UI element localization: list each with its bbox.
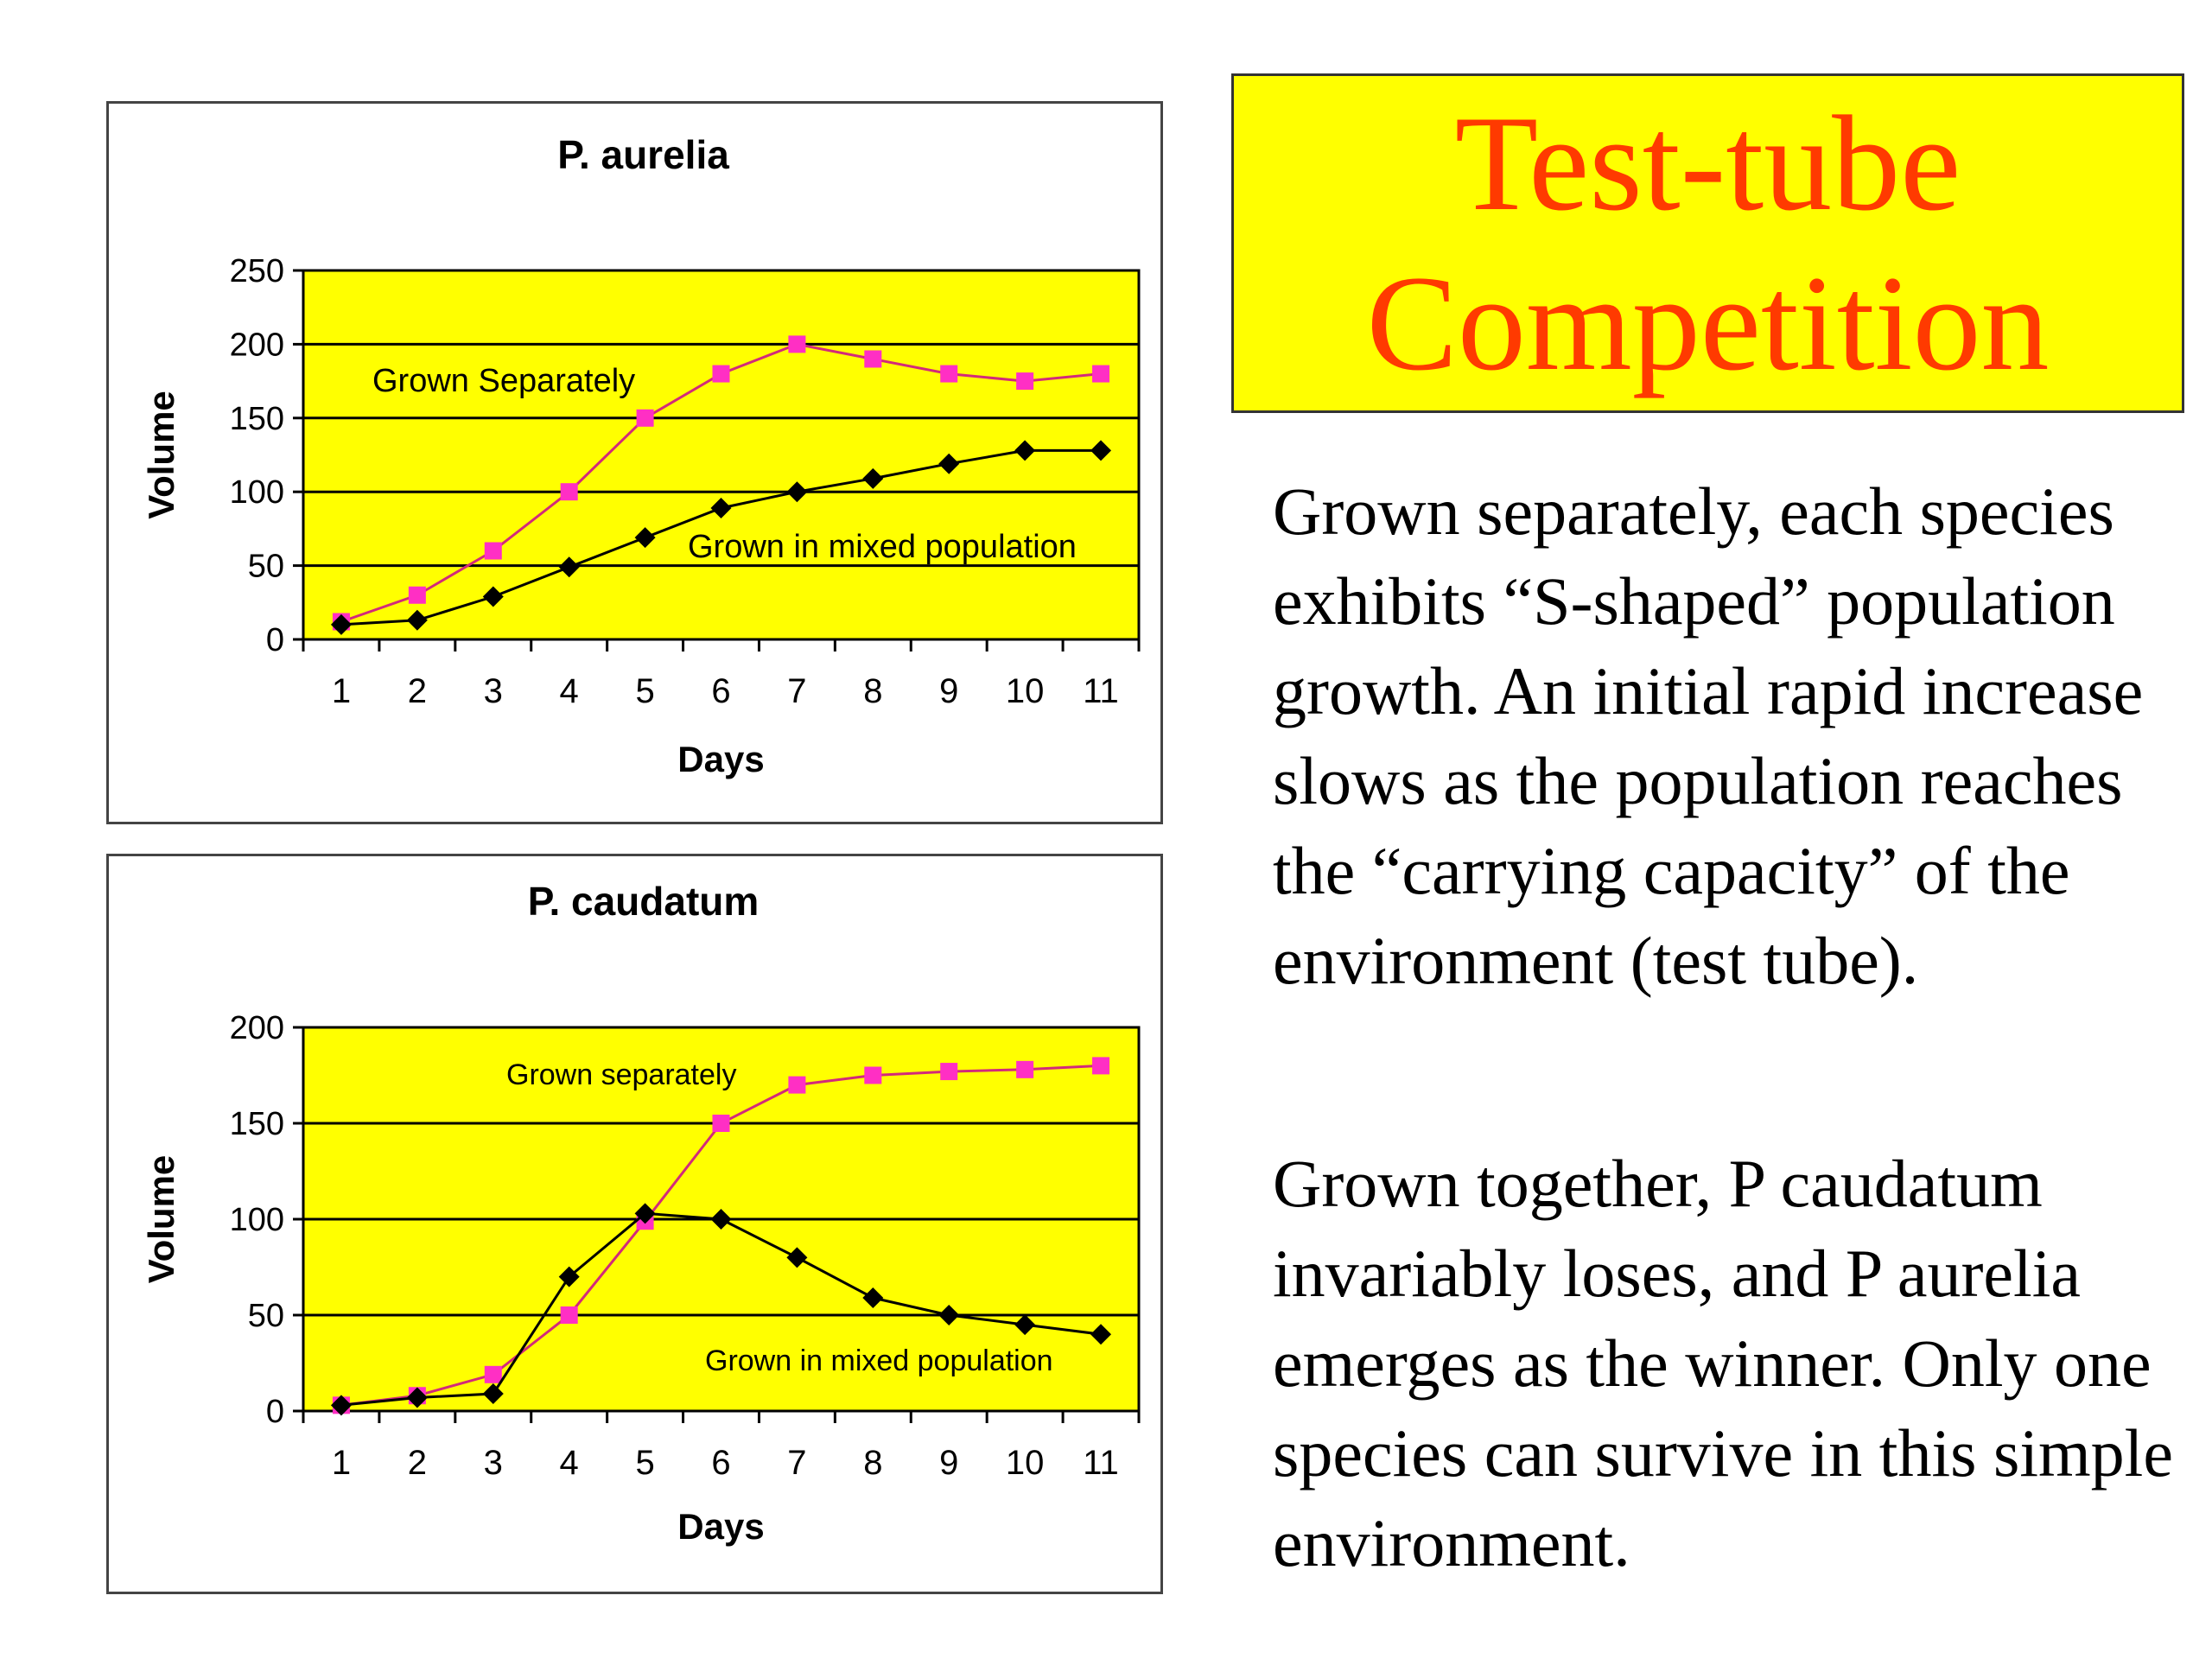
y-tick-label: 0	[266, 1394, 284, 1430]
data-point-separate	[1092, 365, 1110, 383]
data-point-separate	[940, 365, 958, 383]
data-point-separate	[484, 1365, 502, 1383]
x-axis-label: Days	[677, 1506, 764, 1547]
y-tick-label: 250	[230, 253, 284, 289]
series-label-separate: Grown Separately	[372, 363, 635, 399]
caudatum-chart: 0 50 100 150 200 1 2 3 4 5 6 7 8 9 10 11 P. caudatum Days…	[141, 879, 1141, 1547]
x-tick-label: 5	[635, 672, 654, 710]
x-tick-label: 11	[1083, 672, 1119, 710]
aurelia-chart: 0 50 100 150 200 250 1 2 3 4 5 6 7 8 9 10 11 P. aurelia Da…	[141, 132, 1141, 779]
data-point-mixed	[1090, 1324, 1112, 1345]
data-point-separate	[1016, 372, 1034, 391]
x-tick-label: 9	[939, 1444, 958, 1482]
data-point-mixed	[634, 1203, 656, 1224]
data-point-mixed	[558, 1266, 580, 1287]
y-tick-label: 50	[248, 1298, 284, 1334]
x-axis-label: Days	[677, 739, 764, 779]
data-point-separate	[560, 1306, 578, 1324]
x-tick-label: 4	[560, 1444, 579, 1482]
data-point-separate	[864, 1066, 882, 1084]
y-tick-label: 100	[230, 474, 284, 511]
x-tick-label: 7	[787, 672, 806, 710]
data-point-mixed	[938, 1305, 960, 1325]
series-label-mixed: Grown in mixed population	[705, 1344, 1053, 1377]
y-tick-label: 50	[248, 549, 284, 585]
data-point-separate	[788, 335, 806, 353]
slide-title-line-2: Competition	[1366, 247, 2050, 399]
y-tick-label: 150	[230, 401, 284, 437]
x-tick-label: 4	[560, 672, 579, 710]
data-point-separate	[636, 409, 654, 427]
chart-title: P. aurelia	[557, 132, 729, 177]
slide-title: Test-tube Competition	[1367, 84, 2050, 404]
data-point-mixed	[482, 1383, 504, 1405]
x-tick-label: 3	[484, 672, 503, 710]
x-tick-label: 6	[711, 672, 730, 710]
series-label-mixed: Grown in mixed population	[688, 529, 1077, 565]
slide-title-line-1: Test-tube	[1454, 87, 1961, 239]
data-point-mixed	[330, 1395, 352, 1416]
x-tick-label: 1	[332, 672, 351, 710]
data-point-separate	[864, 350, 882, 368]
plot-area	[302, 269, 1141, 641]
paragraph-competition: Grown together, P caudatum invariably lo…	[1273, 1146, 2173, 1580]
y-axis-label: Volume	[141, 391, 181, 519]
y-tick-label: 150	[230, 1106, 284, 1142]
data-point-mixed	[330, 613, 352, 635]
chart-panel-aurelia: 0 50 100 150 200 250 1 2 3 4 5 6 7 8 9 10 11 P. aurelia Da…	[106, 101, 1163, 824]
data-point-mixed	[406, 609, 428, 631]
data-point-separate	[712, 1115, 730, 1132]
data-point-mixed	[710, 1209, 732, 1230]
data-point-separate	[1016, 1060, 1034, 1078]
chart-panel-caudatum: 0 50 100 150 200 1 2 3 4 5 6 7 8 9 10 11 P. caudatum Days…	[106, 854, 1163, 1594]
x-tick-label: 10	[1006, 1444, 1045, 1482]
y-axis-label: Volume	[141, 1155, 181, 1284]
x-tick-label: 11	[1083, 1444, 1119, 1482]
x-tick-label: 3	[484, 1444, 503, 1482]
data-point-mixed	[1014, 1314, 1036, 1336]
data-point-separate	[712, 365, 730, 383]
y-tick-label: 200	[230, 327, 284, 363]
x-tick-label: 6	[711, 1444, 730, 1482]
data-point-separate	[408, 586, 426, 604]
x-tick-label: 2	[408, 672, 427, 710]
y-tick-label: 200	[230, 1010, 284, 1046]
x-tick-label: 1	[332, 1444, 351, 1482]
data-point-separate	[560, 483, 578, 501]
y-tick-label: 0	[266, 622, 284, 658]
data-point-mixed	[482, 586, 504, 607]
x-tick-label: 10	[1006, 672, 1045, 710]
data-point-mixed	[406, 1387, 428, 1408]
data-point-mixed	[710, 497, 732, 518]
data-point-mixed	[558, 556, 580, 578]
x-tick-label: 8	[863, 672, 882, 710]
data-point-separate	[1092, 1057, 1110, 1075]
series-label-separate: Grown separately	[506, 1058, 736, 1091]
y-tick-label: 100	[230, 1202, 284, 1238]
data-point-mixed	[938, 453, 960, 474]
data-point-mixed	[634, 527, 656, 549]
data-point-mixed	[786, 1247, 808, 1268]
paragraph-separate-growth: Grown separately, each species exhibits …	[1273, 474, 2144, 998]
x-tick-label: 7	[787, 1444, 806, 1482]
data-point-mixed	[786, 481, 808, 503]
data-point-mixed	[862, 1287, 884, 1309]
slide-title-box: Test-tube Competition	[1231, 73, 2184, 413]
chart-title: P. caudatum	[528, 879, 760, 924]
data-point-mixed	[862, 467, 884, 489]
x-tick-label: 2	[408, 1444, 427, 1482]
x-tick-label: 8	[863, 1444, 882, 1482]
data-point-separate	[484, 542, 502, 560]
data-point-separate	[940, 1063, 958, 1081]
x-tick-label: 5	[635, 1444, 654, 1482]
data-point-separate	[788, 1076, 806, 1094]
x-tick-label: 9	[939, 672, 958, 710]
